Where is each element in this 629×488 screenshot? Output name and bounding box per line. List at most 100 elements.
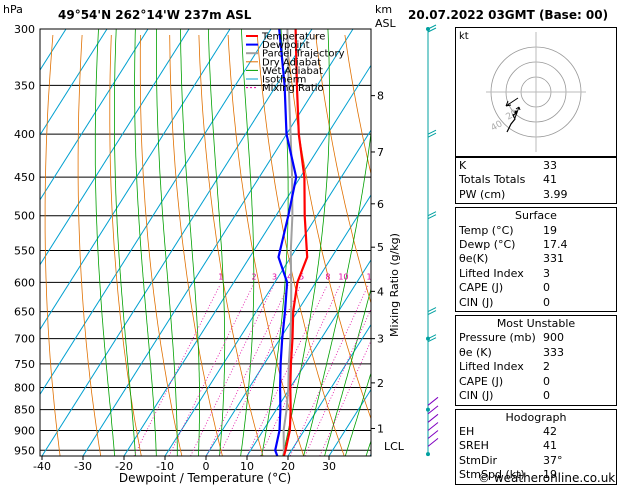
table-row: Lifted Index 3 <box>459 267 613 281</box>
km-tick-label: 6 <box>377 198 384 211</box>
mixing-ratio-label: 4 <box>287 272 292 281</box>
wind-barb <box>427 396 439 406</box>
hodograph-title: Hodograph <box>505 410 567 424</box>
mixing-ratio-line <box>133 285 221 456</box>
pressure-tick-label: 600 <box>14 276 35 289</box>
row-label: StmDir <box>459 453 498 467</box>
wet-adiabat-line <box>134 29 157 456</box>
row-label: θe (K) <box>459 345 492 359</box>
row-label: CIN (J) <box>459 389 494 403</box>
row-label: θe(K) <box>459 252 489 266</box>
row-value: 2 <box>543 360 550 374</box>
mixing-ratio-label: 10 <box>338 272 348 281</box>
dry-adiabat-line <box>344 34 371 176</box>
dry-adiabat-line <box>44 34 61 456</box>
row-value: 19 <box>543 223 557 237</box>
legend-label: Temperature <box>261 32 325 43</box>
row-value: 42 <box>543 424 557 438</box>
x-axis-label: Dewpoint / Temperature (°C) <box>119 471 291 485</box>
km-tick-label: 2 <box>377 377 384 390</box>
row-value: 900 <box>543 331 564 345</box>
row-value: 0 <box>543 374 550 388</box>
dewpoint-line <box>274 29 298 456</box>
row-label: CIN (J) <box>459 295 494 309</box>
row-label: StmSpd (kt) <box>459 468 525 482</box>
row-label: Lifted Index <box>459 360 524 374</box>
temperature-tick-label: -20 <box>115 460 133 473</box>
km-tick-label: 4 <box>377 285 384 298</box>
pressure-tick-label: 300 <box>14 23 35 36</box>
pressure-tick-label: 450 <box>14 171 35 184</box>
mixing-ratio-axis-label: Mixing Ratio (g/kg) <box>388 233 401 337</box>
hodograph-unit-label: kt <box>459 31 469 42</box>
mixing-ratio-label: 2 <box>251 272 256 281</box>
table-row: CIN (J) 0 <box>459 296 613 310</box>
row-label: Lifted Index <box>459 266 524 280</box>
legend-label: Wet Adiabat <box>262 66 323 77</box>
datetime-title: 20.07.2022 03GMT (Base: 00) <box>408 8 609 22</box>
wind-barb <box>427 422 439 431</box>
wet-adiabat-line <box>180 29 200 456</box>
row-label: Pressure (mb) <box>459 331 536 345</box>
wind-barb <box>427 438 439 447</box>
row-value: 0 <box>543 389 550 403</box>
pressure-tick-label: 900 <box>14 425 35 438</box>
wet-adiabat-line <box>303 129 371 456</box>
table-row: Temp (°C) 19 <box>459 224 613 238</box>
indices-panel: K 33 Totals Totals 41 PW (cm) 3.99 Surface Te… <box>455 157 617 488</box>
dry-adiabat-line <box>139 34 183 456</box>
table-row: θe(K) 331 <box>459 252 613 266</box>
wet-adiabat-line <box>324 287 371 456</box>
row-value: 0 <box>543 295 550 309</box>
pressure-tick-label: 400 <box>14 128 35 141</box>
pressure-tick-label: 950 <box>14 444 35 457</box>
legend-label: Parcel Trajectory <box>262 49 345 60</box>
km-tick-label: 3 <box>377 333 384 346</box>
temperature-tick-label: -30 <box>74 460 92 473</box>
row-label: CAPE (J) <box>459 281 504 295</box>
isotherm-line <box>246 258 371 456</box>
wet-adiabat-line <box>114 29 136 456</box>
row-value: 37° <box>543 453 563 467</box>
temperature-tick-label: -40 <box>33 460 51 473</box>
temperature-line <box>282 29 309 456</box>
dry-adiabat-line <box>109 34 142 456</box>
row-label: K <box>459 159 467 172</box>
table-row: StmSpd (kt) 19 <box>459 468 613 482</box>
storm-motion-arrow <box>505 97 519 107</box>
legend-label: Dewpoint <box>262 40 310 51</box>
legend-label: Isotherm <box>262 75 306 86</box>
pressure-tick-label: 850 <box>14 404 35 417</box>
wind-dot <box>426 407 430 412</box>
mixing-ratio-label: 1 <box>218 272 223 281</box>
row-label: Dewp (°C) <box>459 238 516 252</box>
dry-adiabat-line <box>77 34 102 456</box>
row-value: 3.99 <box>543 187 568 201</box>
table-row: Lifted Index 2 <box>459 360 613 374</box>
isotherm-line <box>40 29 190 266</box>
wet-adiabat-line <box>155 29 178 456</box>
mixing-ratio-label: 3 <box>272 272 277 281</box>
most-unstable-section: Most Unstable Pressure (mb) 900 θe (K) 333 L… <box>455 315 617 406</box>
table-row: Dewp (°C) 17.4 <box>459 238 613 252</box>
dry-adiabat-line <box>198 34 264 456</box>
pressure-tick-label: 750 <box>14 358 35 371</box>
pressure-tick-label: 700 <box>14 333 35 346</box>
table-row: CAPE (J) 0 <box>459 375 613 389</box>
wind-barb <box>427 413 439 423</box>
isotherm-line <box>164 129 371 456</box>
mixing-ratio-line <box>246 285 328 456</box>
wind-barb <box>427 307 437 316</box>
dry-adiabat-line <box>169 34 223 456</box>
wind-barb <box>427 405 439 415</box>
isotherm-line <box>40 29 231 331</box>
pressure-tick-label: 550 <box>14 245 35 258</box>
hodograph-section: Hodograph EH 42 SREH 41 StmDir 37° StmSpd (kt)… <box>455 408 617 485</box>
isotherm-line <box>205 194 371 456</box>
dry-adiabat-line <box>227 34 304 456</box>
row-value: 0 <box>543 281 550 295</box>
table-row: Totals Totals 41 <box>459 173 613 187</box>
wet-adiabat-line <box>208 29 226 456</box>
